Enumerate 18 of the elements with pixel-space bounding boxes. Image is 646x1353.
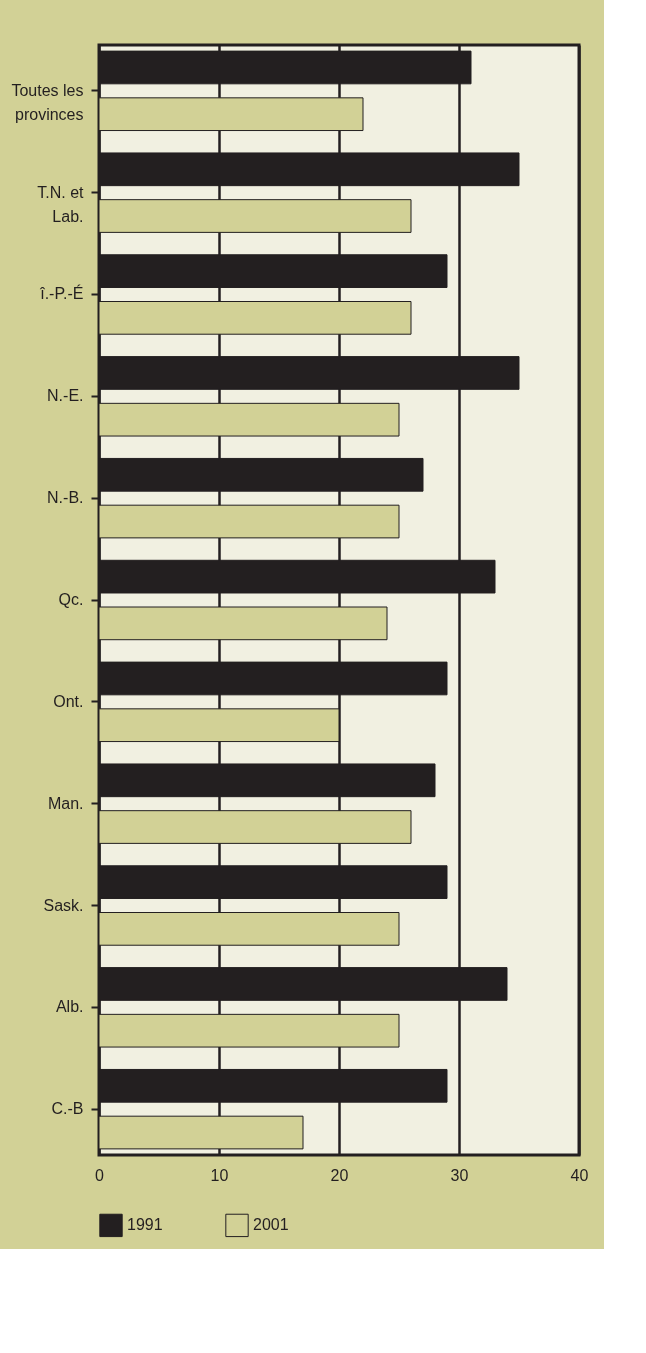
legend-label: 1991 — [127, 1216, 163, 1234]
y-tick-label: N.-E. — [47, 387, 84, 405]
y-tick-label: T.N. et Lab. — [37, 183, 85, 225]
x-tick-label: 40 — [570, 1166, 589, 1184]
x-tick-label: 30 — [450, 1166, 469, 1184]
y-tick-label: Sask. — [43, 896, 84, 914]
x-tick-label: 10 — [210, 1166, 229, 1184]
x-tick-label: 0 — [95, 1166, 105, 1184]
legend-label: 2001 — [253, 1216, 289, 1234]
y-tick-label: Ont. — [53, 692, 84, 710]
x-tick-label: 20 — [330, 1166, 349, 1184]
y-tick-label: C.-B — [51, 1100, 84, 1118]
y-tick-label: Alb. — [55, 998, 84, 1016]
y-tick-label: N.-B. — [47, 489, 84, 507]
y-tick-label: Man. — [47, 794, 84, 812]
y-tick-label: Qc. — [58, 591, 84, 608]
y-tick-label: Toutes les provinces — [11, 81, 84, 123]
y-tick-label: î.-P.-É — [39, 284, 84, 303]
